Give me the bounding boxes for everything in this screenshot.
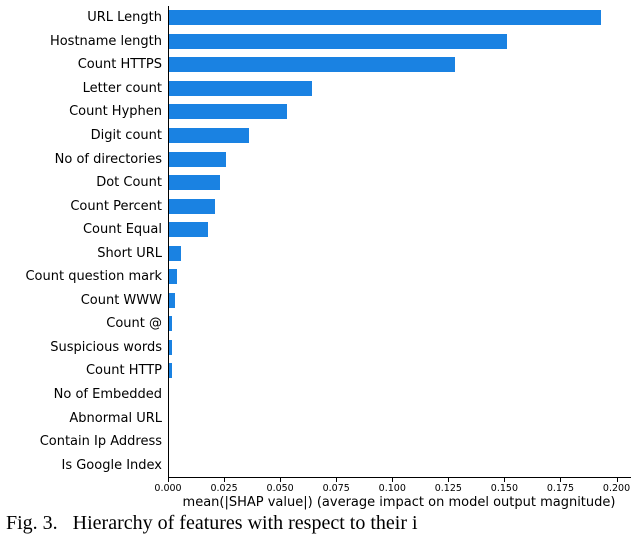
x-tick-mark <box>336 478 337 482</box>
category-label: Count HTTP <box>0 364 168 377</box>
x-tick-label: 0.000 <box>154 484 181 494</box>
bar-row: Contain Ip Address <box>0 430 630 454</box>
category-label: Dot Count <box>0 176 168 189</box>
bar-row: Count HTTP <box>0 359 630 383</box>
category-label: No of directories <box>0 153 168 166</box>
bar-track <box>168 104 630 119</box>
bar <box>168 152 226 167</box>
x-tick-mark <box>504 478 505 482</box>
bar <box>168 104 287 119</box>
category-label: Count Hyphen <box>0 105 168 118</box>
x-tick-mark <box>392 478 393 482</box>
bar-track <box>168 81 630 96</box>
bar-track <box>168 199 630 214</box>
category-label: Count question mark <box>0 270 168 283</box>
bar-row: Hostname length <box>0 30 630 54</box>
x-tick-label: 0.175 <box>547 484 574 494</box>
bar-track <box>168 10 630 25</box>
category-label: Abnormal URL <box>0 412 168 425</box>
bar-track <box>168 411 630 426</box>
category-label: Digit count <box>0 129 168 142</box>
bar-row: No of Embedded <box>0 383 630 407</box>
y-axis-line <box>168 6 169 478</box>
category-label: Suspicious words <box>0 341 168 354</box>
x-tick-label: 0.125 <box>435 484 462 494</box>
bar <box>168 222 208 237</box>
bar-track <box>168 363 630 378</box>
category-label: Count Percent <box>0 200 168 213</box>
bar <box>168 175 220 190</box>
bar-track <box>168 246 630 261</box>
bar <box>168 34 507 49</box>
x-axis-label: mean(|SHAP value|) (average impact on mo… <box>183 496 616 509</box>
bar-row: Is Google Index <box>0 453 630 477</box>
bar <box>168 269 177 284</box>
x-tick-mark <box>560 478 561 482</box>
x-tick-mark <box>168 478 169 482</box>
x-tick-mark <box>617 478 618 482</box>
bar-row: Letter count <box>0 77 630 101</box>
bar-track <box>168 293 630 308</box>
bar-track <box>168 128 630 143</box>
bar <box>168 246 181 261</box>
category-label: Count HTTPS <box>0 58 168 71</box>
x-axis-ticks <box>168 478 630 482</box>
x-tick-mark <box>224 478 225 482</box>
x-tick-label: 0.200 <box>603 484 630 494</box>
category-label: URL Length <box>0 11 168 24</box>
x-tick-label: 0.100 <box>379 484 406 494</box>
bar-row: Short URL <box>0 241 630 265</box>
bar-track <box>168 387 630 402</box>
x-tick-label: 0.025 <box>210 484 237 494</box>
figure-caption: Fig. 3. Hierarchy of features with respe… <box>6 511 640 535</box>
bar <box>168 128 249 143</box>
bar-row: Count @ <box>0 312 630 336</box>
bar-row: Count Percent <box>0 194 630 218</box>
bar-row: Abnormal URL <box>0 406 630 430</box>
bar <box>168 199 215 214</box>
bar-row: Count Hyphen <box>0 100 630 124</box>
bar-track <box>168 34 630 49</box>
x-tick-label: 0.150 <box>491 484 518 494</box>
bar-track <box>168 175 630 190</box>
bar-row: Suspicious words <box>0 336 630 360</box>
bar-track <box>168 340 630 355</box>
bar-track <box>168 458 630 473</box>
bar-track <box>168 57 630 72</box>
bar-row: Dot Count <box>0 171 630 195</box>
x-tick-label: 0.050 <box>267 484 294 494</box>
category-label: Short URL <box>0 247 168 260</box>
category-label: No of Embedded <box>0 388 168 401</box>
category-label: Count @ <box>0 317 168 330</box>
category-label: Count Equal <box>0 223 168 236</box>
bar-track <box>168 269 630 284</box>
bar-row: Count WWW <box>0 289 630 313</box>
x-tick-label: 0.075 <box>323 484 350 494</box>
bar-track <box>168 316 630 331</box>
bar-rows: URL Length Hostname length Count HTTPS Lett… <box>0 6 630 477</box>
category-label: Letter count <box>0 82 168 95</box>
bar-row: Count HTTPS <box>0 53 630 77</box>
category-label: Contain Ip Address <box>0 435 168 448</box>
x-tick-mark <box>280 478 281 482</box>
bar-row: URL Length <box>0 6 630 30</box>
bar <box>168 10 601 25</box>
bar-row: Digit count <box>0 124 630 148</box>
bar-track <box>168 222 630 237</box>
bar-track <box>168 434 630 449</box>
bar <box>168 293 175 308</box>
bar <box>168 57 455 72</box>
bar-track <box>168 152 630 167</box>
bar-row: Count Equal <box>0 218 630 242</box>
bar-row: Count question mark <box>0 265 630 289</box>
bar-row: No of directories <box>0 147 630 171</box>
category-label: Hostname length <box>0 35 168 48</box>
x-tick-mark <box>448 478 449 482</box>
category-label: Is Google Index <box>0 459 168 472</box>
category-label: Count WWW <box>0 294 168 307</box>
bar <box>168 81 312 96</box>
